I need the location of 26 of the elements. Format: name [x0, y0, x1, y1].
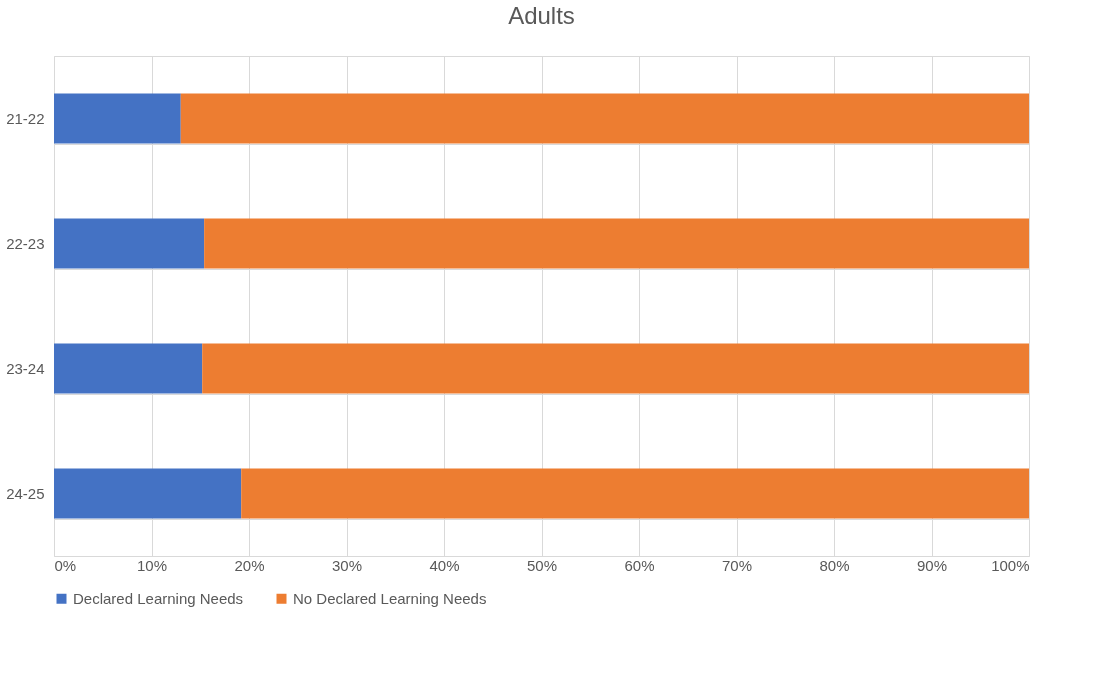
legend-label: Declared Learning Needs	[73, 589, 244, 607]
bar	[180, 93, 1029, 144]
x-tick-label: 50%	[526, 556, 558, 574]
y-tick-label: 21-22	[6, 110, 45, 127]
y-tick-label: 22-23	[6, 235, 45, 252]
chart-title: Adults	[508, 2, 575, 29]
bar	[54, 93, 181, 144]
bar	[204, 218, 1029, 269]
x-tick-label: 30%	[331, 556, 363, 574]
x-tick-label: 40%	[429, 556, 460, 574]
bar	[54, 343, 203, 394]
bar	[54, 468, 242, 519]
x-tick-label: 0%	[54, 556, 77, 574]
x-tick-label: 80%	[819, 556, 850, 574]
x-tick-label: 90%	[916, 556, 948, 574]
bar	[202, 343, 1029, 394]
x-tick-label: 20%	[234, 556, 265, 574]
x-tick-label: 70%	[721, 556, 753, 574]
bar	[54, 218, 205, 269]
bar	[241, 468, 1029, 519]
y-tick-label: 24-25	[6, 485, 45, 502]
legend-label: No Declared Learning Needs	[293, 589, 487, 607]
x-tick-label: 10%	[136, 556, 168, 574]
y-tick-label: 23-24	[6, 360, 45, 377]
x-tick-label: 60%	[624, 556, 655, 574]
x-tick-label: 100%	[991, 556, 1030, 574]
